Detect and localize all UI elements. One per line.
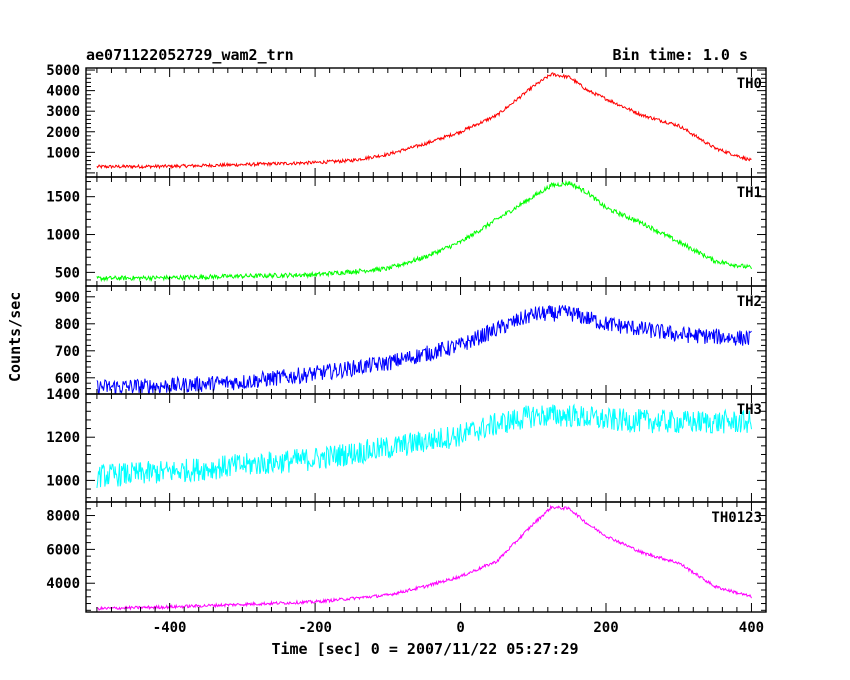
y-tick-label: 1000 [46, 473, 80, 489]
x-tick-label: -400 [153, 620, 187, 636]
y-tick-label: 800 [55, 317, 80, 333]
y-tick-label: 1500 [46, 190, 80, 206]
y-tick-label: 3000 [46, 104, 80, 120]
panel-th3: 1000 1200 1400 TH3 [46, 387, 767, 503]
y-tick-label: 600 [55, 371, 80, 387]
panel-frame [85, 501, 767, 613]
y-tick-label: 6000 [46, 542, 80, 558]
x-tick-label: 200 [593, 620, 618, 636]
panel-frame [85, 176, 767, 287]
panel-th0: 1000 2000 3000 4000 5000 TH0 [46, 63, 767, 178]
series-line-th2 [96, 304, 752, 395]
series-line-th0 [96, 72, 752, 170]
panel-th1: 500 1000 1500 TH1 [46, 176, 767, 287]
y-tick-label: 1000 [46, 228, 80, 244]
y-tick-label: 2000 [46, 125, 80, 141]
series-line-th3 [96, 403, 752, 488]
y-tick-label: 1400 [46, 387, 80, 403]
series-line-th1 [96, 179, 752, 283]
y-tick-label: 900 [55, 290, 80, 306]
panel-label-th1: TH1 [737, 185, 762, 201]
y-tick-label: 1200 [46, 430, 80, 446]
y-tick-label: 5000 [46, 63, 80, 79]
y-tick-label: 1000 [46, 145, 80, 161]
panel-label-th0: TH0 [737, 76, 762, 92]
x-tick-label: 0 [456, 620, 464, 636]
panel-label-th0123: TH0123 [711, 510, 762, 526]
panel-label-th3: TH3 [737, 402, 762, 418]
series-line-th0123 [96, 504, 752, 611]
x-tick-label: 400 [739, 620, 764, 636]
plot-title: ae071122052729_wam2_trn [86, 46, 294, 64]
bin-time-label: Bin time: 1.0 s [612, 46, 748, 64]
panel-label-th2: TH2 [737, 294, 762, 310]
y-axis-label: Counts/sec [6, 291, 24, 382]
x-axis-label: Time [sec] 0 = 2007/11/22 05:27:29 [271, 640, 579, 658]
y-tick-label: 8000 [46, 509, 80, 525]
panel-frame [85, 285, 767, 395]
y-tick-label: 4000 [46, 576, 80, 592]
y-tick-label: 4000 [46, 84, 80, 100]
x-tick-label: -200 [298, 620, 332, 636]
y-tick-label: 500 [55, 265, 80, 281]
panel-th0123: 4000 6000 8000 TH0123 [46, 501, 767, 613]
panel-th2: 600 700 800 900 TH2 [55, 285, 767, 395]
y-tick-label: 700 [55, 344, 80, 360]
